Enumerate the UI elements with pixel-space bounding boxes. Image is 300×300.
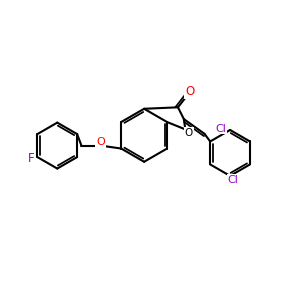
Text: O: O [185, 128, 193, 138]
Text: O: O [185, 85, 194, 98]
Text: F: F [28, 152, 34, 165]
Text: Cl: Cl [215, 124, 226, 134]
Text: O: O [96, 137, 105, 147]
Text: Cl: Cl [228, 175, 238, 185]
